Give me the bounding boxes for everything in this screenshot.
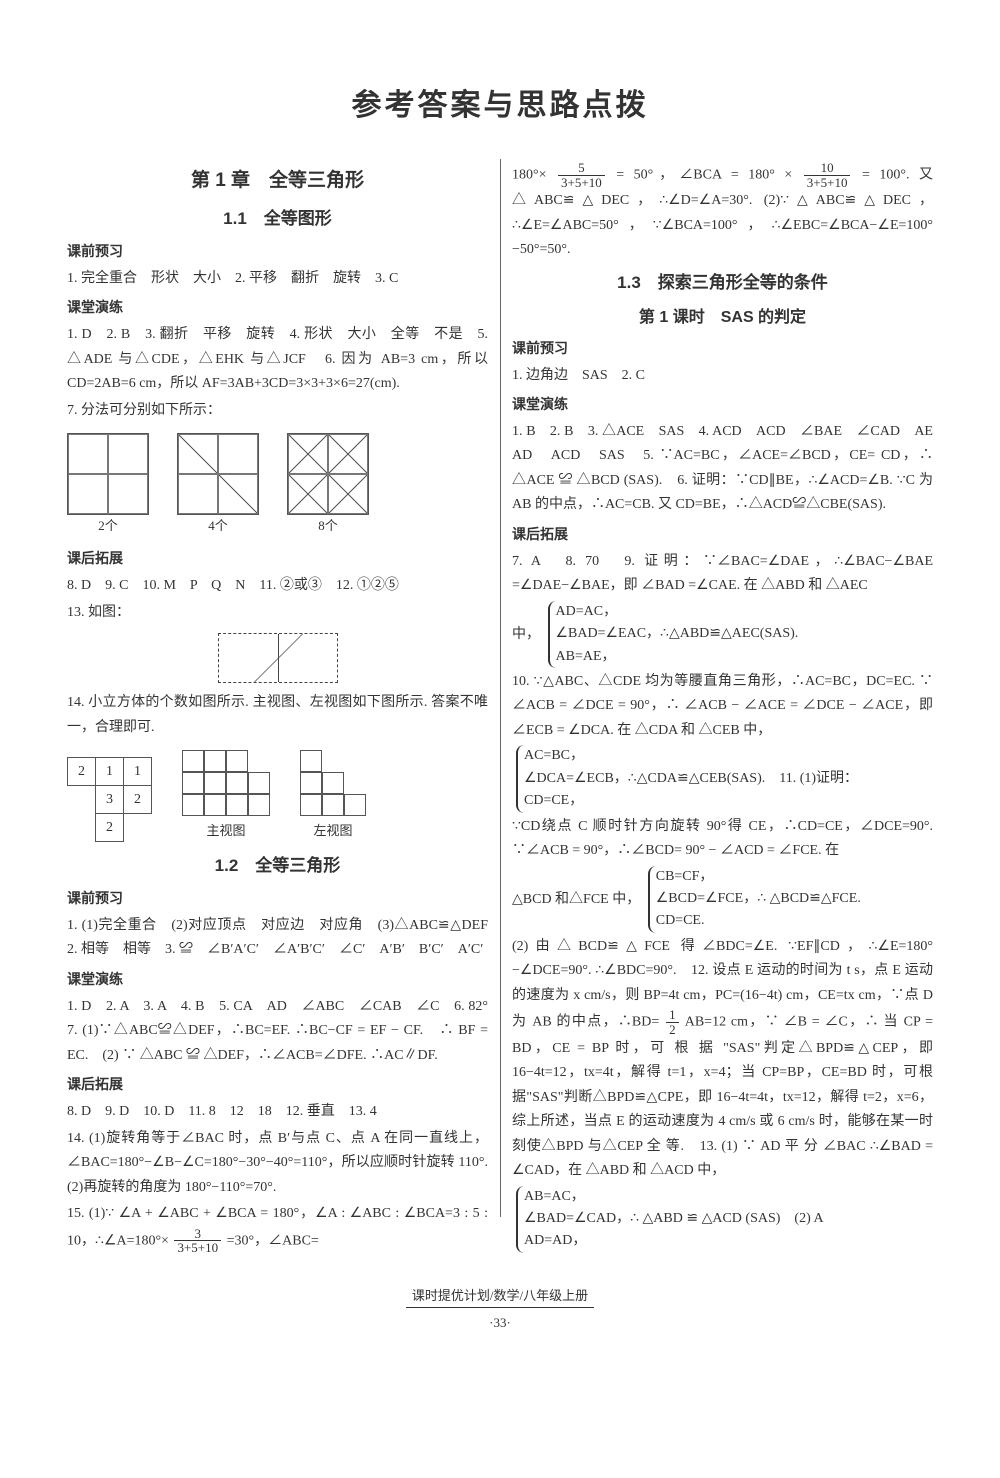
class2-label: 课堂演练 [67,968,488,992]
grid-diagrams-row: 2个 4个 8个 [67,433,488,537]
q13-figure [218,633,338,683]
grid-fig-8 [287,433,369,515]
front-view-fig [182,750,270,816]
q14-figures-row: 211 32 2 主视图 左视图 [67,750,488,842]
pre-study-label: 课前预习 [67,240,488,264]
class-text-a: 1. D 2. B 3. 翻折 平移 旋转 4. 形状 大小 全等 不是 5. … [67,323,488,397]
grid-label-4: 4个 [208,515,228,537]
grid-fig-4 [177,433,259,515]
r-ext-label: 课后拓展 [512,523,933,547]
r-class-label: 课堂演练 [512,393,933,417]
chapter-heading: 第 1 章 全等三角形 [67,165,488,197]
r-ext-text-b: 10. ∵△ABC、△CDE 均为等腰直角三角形，∴AC=BC，DC=EC. ∵… [512,670,933,744]
section-1-2: 1.2 全等三角形 [67,852,488,881]
number-table: 211 32 2 [67,757,152,842]
r-pre-text: 1. 边角边 SAS 2. C [512,364,933,389]
page-number: ·33· [55,1312,945,1334]
class2-text: 1. D 2. A 3. A 4. B 5. CA AD ∠ABC ∠CAB ∠… [67,995,488,1069]
grid-fig-2 [67,433,149,515]
pre-study-text: 1. 完全重合 形状 大小 2. 平移 翻折 旋转 3. C [67,267,488,292]
two-column-layout: 第 1 章 全等三角形 1.1 全等图形 课前预习 1. 完全重合 形状 大小 … [55,159,945,1257]
continuation-text: 180°× 53+5+10 = 50°，∠BCA = 180° × 103+5+… [512,161,933,263]
lesson-1-title: 第 1 课时 SAS 的判定 [512,304,933,331]
section-1-1: 1.1 全等图形 [67,205,488,234]
left-column: 第 1 章 全等三角形 1.1 全等图形 课前预习 1. 完全重合 形状 大小 … [55,159,500,1257]
section-1-3: 1.3 探索三角形全等的条件 [512,269,933,298]
ext-label: 课后拓展 [67,547,488,571]
brace-block-1: 中， AD=AC， ∠BAD=∠EAC，∴△ABD≌△AEC(SAS). AB=… [512,601,933,668]
ext2-label: 课后拓展 [67,1073,488,1097]
r-pre-label: 课前预习 [512,337,933,361]
r-class-text-a: 1. B 2. B 3. △ACE SAS 4. ACD ACD ∠BAE ∠C… [512,420,933,518]
r-ext-text-c: ∵CD绕点 C 顺时针方向旋转 90°得 CE，∴CD=CE，∠DCE=90°.… [512,815,933,864]
left-view-fig [300,750,366,816]
left-view-label: 左视图 [300,820,366,842]
pre2-label: 课前预习 [67,887,488,911]
brace-block-4: AB=AC， ∠BAD=∠CAD，∴ △ABD ≌ △ACD (SAS) (2)… [512,1186,933,1253]
pre2-text: 1. (1)完全重合 (2)对应顶点 对应边 对应角 (3)△ABC≌△DEF … [67,914,488,963]
front-view-label: 主视图 [182,820,270,842]
ext2-text-c: 15. (1)∵ ∠A + ∠ABC + ∠BCA = 180°，∠A : ∠A… [67,1202,488,1255]
r-ext-text-a: 7. A 8. 70 9. 证明：∵∠BAC=∠DAE，∴∠BAC−∠BAE =… [512,550,933,599]
ext2-text-b: 14. (1)旋转角等于∠BAC 时，点 B′与点 C、点 A 在同一直线上，∠… [67,1127,488,1201]
brace-block-2: AC=BC， ∠DCA=∠ECB，∴△CDA≌△CEB(SAS). 11. (1… [512,745,933,812]
ext-text-b: 13. 如图： [67,601,488,626]
ext2-text-a: 8. D 9. D 10. D 11. 8 12 18 12. 垂直 13. 4 [67,1100,488,1125]
grid-label-8: 8个 [318,515,338,537]
right-column: 180°× 53+5+10 = 50°，∠BCA = 180° × 103+5+… [500,159,945,1257]
class-text-b: 7. 分法可分别如下所示： [67,399,488,424]
ext-text-c: 14. 小立方体的个数如图所示. 主视图、左视图如下图所示. 答案不唯一，合理即… [67,691,488,740]
r-ext-text-d: (2)由△BCD≌△FCE 得∠BDC=∠E. ∵EF∥CD，∴∠E=180°−… [512,935,933,1184]
footer-text: 课时提优计划/数学/八年级上册 [406,1285,594,1308]
brace-block-3: △BCD 和△FCE 中， CB=CF， ∠BCD=∠FCE，∴ △BCD≌△F… [512,866,933,933]
grid-label-2: 2个 [98,515,118,537]
page-footer: 课时提优计划/数学/八年级上册 [55,1285,945,1308]
ext-text-a: 8. D 9. C 10. M P Q N 11. ②或③ 12. ①②⑤ [67,574,488,599]
class-practice-label: 课堂演练 [67,296,488,320]
page-title: 参考答案与思路点拨 [55,80,945,131]
